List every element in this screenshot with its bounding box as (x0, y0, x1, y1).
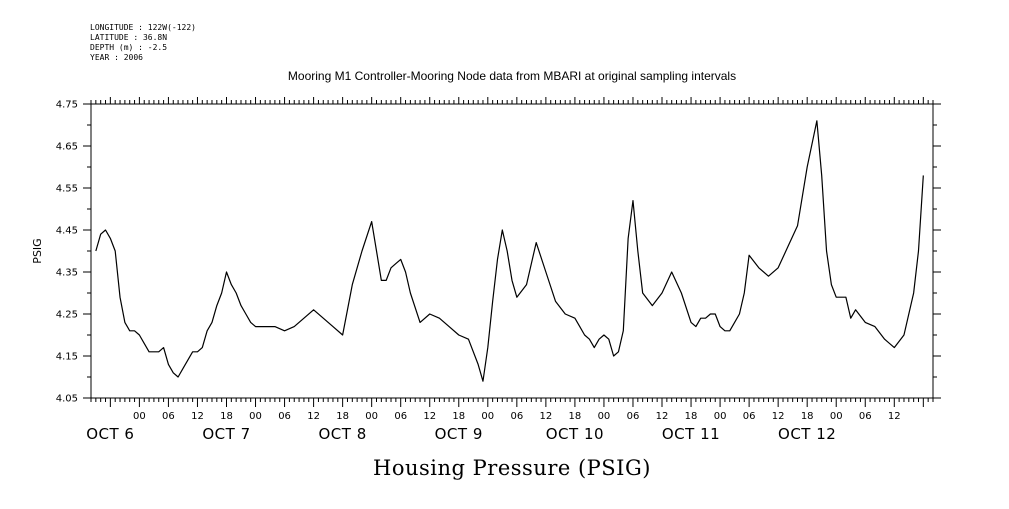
x-tick-label: 00 (249, 411, 262, 422)
y-tick-label: 4.75 (56, 100, 78, 111)
x-tick-label: 06 (394, 411, 407, 422)
series-group (95, 120, 924, 382)
series-line (95, 120, 924, 382)
x-ticks: 00 06 12 18 00 06 12 18 00 06 12 18 00 06 12 18 00 06 12 18… (86, 97, 934, 443)
header-info: LONGITUDE : 122W(-122) LATITUDE : 36.8N … (90, 23, 196, 62)
x-day-label: OCT 6 (86, 425, 134, 443)
x-tick-label: 12 (772, 411, 785, 422)
x-tick-label: 06 (510, 411, 523, 422)
x-tick-label: 06 (162, 411, 175, 422)
y-axis-label: PSIG (31, 238, 44, 263)
x-tick-label: 12 (307, 411, 320, 422)
x-tick-label: 12 (191, 411, 204, 422)
x-day-label: OCT 9 (435, 425, 483, 443)
x-tick-label: 00 (598, 411, 611, 422)
x-tick-label: 00 (481, 411, 494, 422)
x-tick-label: 18 (452, 411, 465, 422)
x-tick-label: 18 (685, 411, 698, 422)
x-tick-label: 06 (743, 411, 756, 422)
chart-title: Mooring M1 Controller-Mooring Node data … (288, 69, 736, 83)
y-tick-label: 4.05 (56, 394, 78, 405)
x-tick-label: 18 (220, 411, 233, 422)
x-tick-label: 18 (336, 411, 349, 422)
x-tick-label: 18 (801, 411, 814, 422)
x-tick-label: 00 (830, 411, 843, 422)
x-tick-label: 06 (278, 411, 291, 422)
header-latitude: LATITUDE : 36.8N (90, 33, 167, 42)
y-tick-label: 4.45 (56, 226, 78, 237)
x-day-label: OCT 11 (662, 425, 720, 443)
header-depth: DEPTH (m) : -2.5 (90, 43, 167, 52)
x-tick-label: 00 (365, 411, 378, 422)
x-tick-label: 18 (569, 411, 582, 422)
x-axis-label: Housing Pressure (PSIG) (373, 456, 651, 480)
y-ticks: 4.05 4.15 4.25 4.35 4.45 4.55 4.65 4.75 (56, 100, 941, 405)
x-tick-label: 06 (627, 411, 640, 422)
x-tick-label: 00 (133, 411, 146, 422)
x-tick-label: 00 (714, 411, 727, 422)
header-year: YEAR : 2006 (90, 53, 143, 62)
header-longitude: LONGITUDE : 122W(-122) (90, 23, 196, 32)
y-tick-label: 4.15 (56, 352, 78, 363)
y-tick-label: 4.35 (56, 268, 78, 279)
x-tick-label: 06 (859, 411, 872, 422)
x-tick-label: 12 (540, 411, 553, 422)
x-day-label: OCT 10 (546, 425, 604, 443)
x-tick-label: 12 (656, 411, 669, 422)
y-tick-label: 4.25 (56, 310, 78, 321)
plot-frame (90, 103, 934, 399)
y-tick-label: 4.55 (56, 184, 78, 195)
x-tick-label: 12 (423, 411, 436, 422)
x-day-label: OCT 7 (202, 425, 250, 443)
x-day-label: OCT 12 (778, 425, 836, 443)
x-day-label: OCT 8 (318, 425, 366, 443)
x-tick-label: 12 (888, 411, 901, 422)
y-tick-label: 4.65 (56, 142, 78, 153)
